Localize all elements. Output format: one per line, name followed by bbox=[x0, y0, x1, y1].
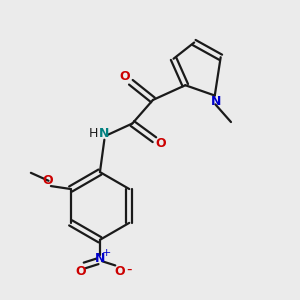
Text: N: N bbox=[95, 252, 105, 265]
Text: -: - bbox=[127, 262, 132, 277]
Text: O: O bbox=[156, 137, 166, 150]
Text: +: + bbox=[102, 248, 111, 258]
Text: O: O bbox=[75, 266, 86, 278]
Text: N: N bbox=[99, 127, 109, 140]
Text: N: N bbox=[211, 95, 221, 108]
Text: O: O bbox=[42, 174, 53, 187]
Text: O: O bbox=[114, 266, 125, 278]
Text: O: O bbox=[120, 70, 130, 83]
Text: H: H bbox=[88, 127, 98, 140]
